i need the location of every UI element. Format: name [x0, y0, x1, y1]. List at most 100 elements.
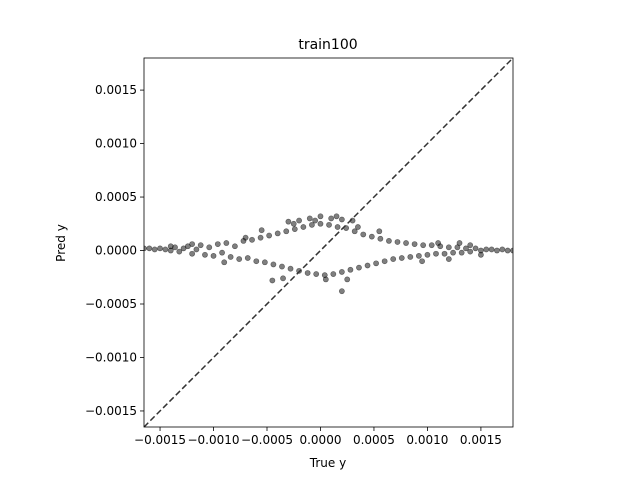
data-point — [347, 266, 354, 273]
y-tick-label: −0.0015 — [85, 404, 137, 418]
data-point — [167, 243, 174, 250]
data-point — [285, 218, 292, 225]
x-tick-label: 0.0000 — [299, 433, 341, 447]
identity-reference-line — [144, 58, 513, 427]
data-point — [483, 246, 490, 253]
data-point — [279, 263, 285, 270]
data-point — [364, 262, 371, 269]
data-point — [193, 246, 200, 253]
data-point — [162, 246, 169, 253]
data-point — [344, 276, 351, 283]
data-point — [242, 234, 249, 241]
data-point — [390, 256, 397, 262]
data-point — [306, 215, 313, 222]
data-point — [249, 236, 255, 243]
data-point — [291, 226, 298, 233]
data-point — [326, 221, 332, 228]
data-point — [467, 248, 474, 255]
data-point — [355, 224, 361, 230]
data-point — [334, 224, 341, 230]
data-point — [456, 240, 463, 246]
data-point — [210, 252, 217, 259]
data-point — [478, 251, 484, 258]
y-tick-label: −0.0005 — [85, 297, 137, 311]
identity-line — [144, 58, 513, 427]
data-point — [261, 259, 268, 266]
data-point — [146, 245, 153, 252]
data-point — [424, 251, 431, 258]
data-point — [287, 265, 294, 272]
data-point — [420, 242, 427, 249]
data-point — [330, 271, 337, 277]
data-point — [338, 216, 345, 223]
data-point — [317, 220, 324, 227]
y-axis-ticks: −0.0015 −0.0010 −0.0005 0.0000 0.0005 0.0010 0… — [85, 83, 144, 418]
x-tick-label: −0.0005 — [241, 433, 293, 447]
data-point — [373, 260, 379, 267]
data-point — [317, 213, 324, 220]
y-tick-label: −0.0010 — [85, 350, 137, 364]
data-point — [296, 267, 302, 274]
data-point — [221, 259, 228, 266]
data-point — [488, 246, 495, 253]
data-point — [472, 245, 479, 252]
data-point — [202, 251, 208, 258]
x-axis-label: True y — [309, 456, 346, 470]
data-point — [415, 252, 422, 259]
data-point — [232, 243, 238, 250]
data-point — [328, 215, 335, 222]
y-tick-label: 0.0015 — [95, 83, 137, 97]
data-point — [227, 254, 234, 260]
data-point — [435, 240, 442, 246]
data-point — [411, 241, 418, 248]
data-point — [433, 250, 439, 257]
data-point — [280, 275, 286, 282]
axes-frame — [143, 57, 514, 428]
data-point — [290, 220, 297, 227]
data-point — [463, 245, 469, 252]
x-tick-label: −0.0010 — [187, 433, 239, 447]
data-point — [257, 234, 264, 241]
data-point — [269, 277, 276, 284]
data-point — [499, 246, 506, 253]
data-point — [253, 258, 260, 265]
x-tick-label: −0.0015 — [134, 433, 186, 447]
data-point — [368, 233, 375, 240]
data-point — [441, 250, 448, 257]
x-tick-label: 0.0015 — [460, 433, 502, 447]
data-point — [313, 271, 320, 277]
x-axis-ticks: −0.0015 −0.0010 −0.0005 0.0000 0.0005 0.0010 0… — [134, 427, 502, 447]
data-point — [377, 235, 384, 242]
data-point — [219, 249, 225, 256]
data-point — [270, 261, 277, 268]
x-tick-label: 0.0005 — [353, 433, 395, 447]
data-point — [386, 237, 392, 244]
data-point — [467, 242, 474, 249]
data-point — [176, 248, 183, 255]
data-point — [206, 244, 213, 251]
data-point — [283, 228, 290, 235]
data-point — [157, 245, 163, 252]
data-point — [322, 276, 329, 283]
data-point — [312, 217, 319, 224]
data-point — [376, 228, 383, 235]
data-point — [300, 224, 307, 230]
data-point — [398, 255, 405, 261]
data-point — [309, 221, 315, 228]
data-point — [381, 258, 388, 265]
data-point — [407, 254, 414, 260]
data-point — [258, 227, 265, 234]
data-point — [296, 217, 302, 224]
chart-title: train100 — [298, 37, 357, 53]
data-point — [189, 250, 196, 257]
data-point — [351, 228, 358, 235]
data-point — [197, 242, 204, 249]
data-point — [189, 241, 196, 248]
data-point — [304, 270, 311, 276]
data-point — [403, 240, 409, 246]
data-point — [274, 230, 281, 237]
x-tick-label: 0.0010 — [406, 433, 448, 447]
data-point — [428, 242, 435, 249]
